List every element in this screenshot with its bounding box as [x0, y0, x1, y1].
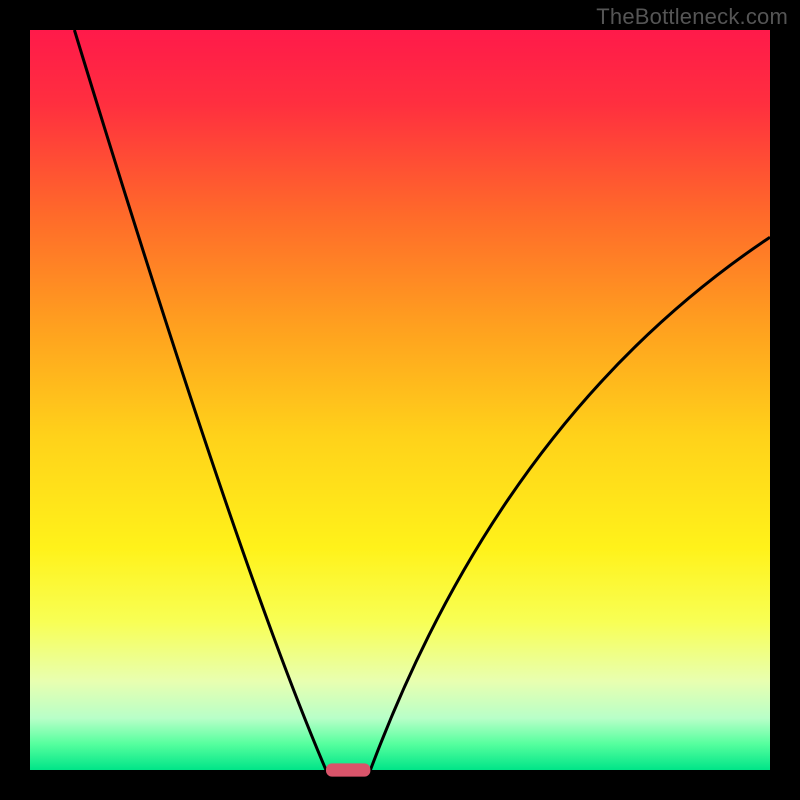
watermark-text: TheBottleneck.com — [596, 4, 788, 30]
chart-container: TheBottleneck.com — [0, 0, 800, 800]
bottleneck-marker — [326, 763, 370, 776]
plot-background — [30, 30, 770, 770]
bottleneck-chart — [0, 0, 800, 800]
